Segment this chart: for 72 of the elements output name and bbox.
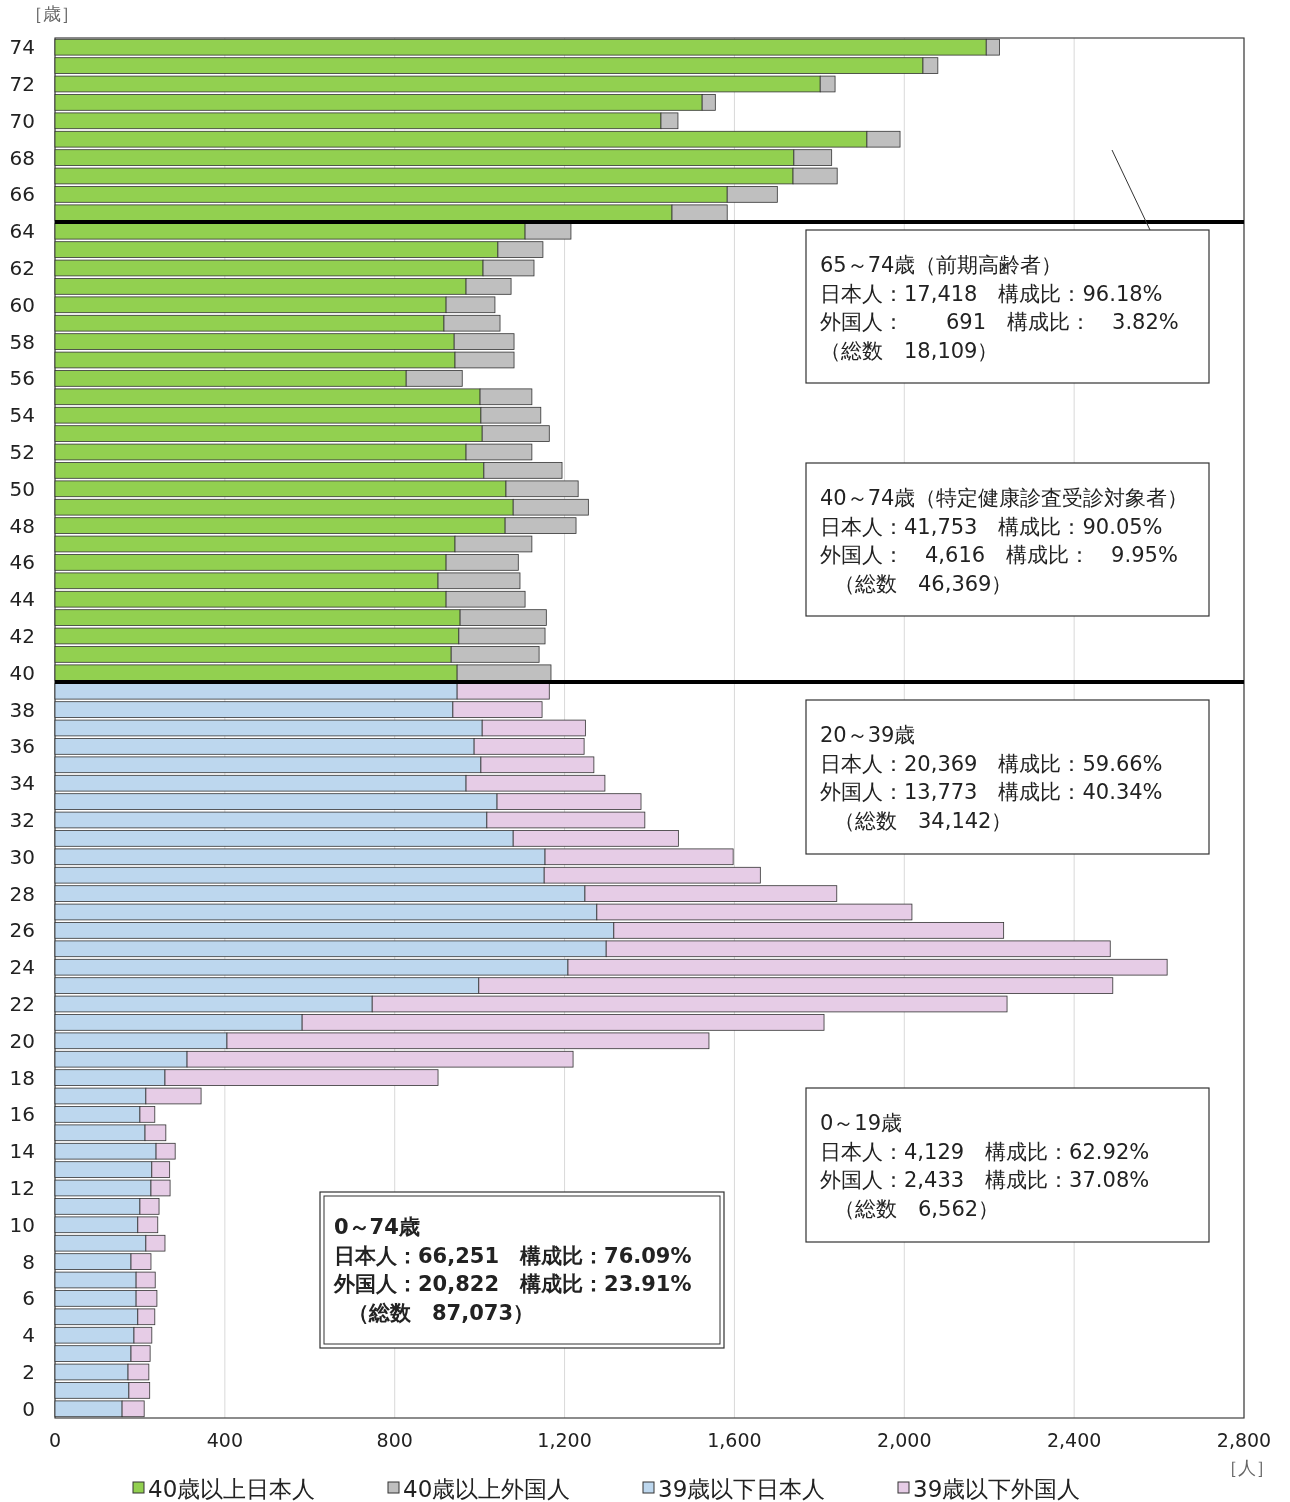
x-tick-label: 1,600	[707, 1429, 762, 1451]
annotation: 40～74歳（特定健康診査受診対象者）	[820, 486, 1189, 510]
y-tick-label: 28	[9, 881, 35, 906]
y-tick-label: 38	[9, 697, 35, 722]
annotation: 20～39歳	[820, 723, 916, 747]
x-tick-label: 800	[376, 1429, 413, 1451]
x-tick-label: 2,000	[877, 1429, 932, 1451]
x-tick-label: 2,400	[1046, 1429, 1102, 1451]
annotation: 0～19歳	[820, 1111, 903, 1135]
y-tick-label: 22	[9, 992, 35, 1016]
annotation: 日本人：41,753 構成比：90.05%	[820, 514, 1163, 539]
y-tick-label: 46	[9, 550, 35, 575]
y-tick-label: 70	[9, 108, 35, 133]
y-tick-label: 54	[9, 403, 35, 428]
y-tick-label: 20	[9, 1028, 35, 1053]
annotation: 日本人：66,251 構成比：76.09%	[334, 1243, 692, 1268]
y-tick-label: 74	[9, 35, 35, 60]
y-tick-label: 16	[9, 1102, 35, 1127]
legend-label: 39歳以下外国人	[913, 1476, 1081, 1502]
annotation: 外国人：2,433 構成比：37.08%	[820, 1168, 1150, 1192]
annotation: 日本人：4,129 構成比：62.92%	[820, 1139, 1150, 1164]
annotation: 外国人：20,822 構成比：23.91%	[333, 1272, 692, 1296]
y-tick-label: 72	[9, 72, 35, 96]
y-tick-label: 60	[9, 292, 35, 317]
y-tick-label: 36	[9, 734, 35, 759]
y-tick-label: 12	[9, 1176, 35, 1200]
y-tick-label: 10	[9, 1212, 35, 1237]
y-tick-label: 64	[9, 219, 35, 244]
annotation: （総数 87,073）	[348, 1300, 535, 1325]
x-tick-label: 2,800	[1216, 1429, 1272, 1451]
y-tick-label: 40	[9, 660, 35, 685]
y-axis-title: ［歳］	[25, 3, 79, 24]
y-tick-label: 18	[9, 1065, 35, 1090]
y-tick-label: 6	[22, 1286, 35, 1311]
y-tick-label: 26	[9, 918, 35, 943]
y-tick-label: 68	[9, 145, 35, 170]
annotation: （総数 18,109）	[820, 338, 999, 363]
annotation: 外国人： 691 構成比： 3.82%	[820, 310, 1179, 334]
y-tick-label: 48	[9, 513, 35, 538]
y-tick-label: 8	[22, 1249, 35, 1274]
annotation: 外国人： 4,616 構成比： 9.95%	[820, 543, 1178, 567]
y-tick-label: 56	[9, 366, 35, 391]
x-axis-title: ［人］	[1220, 1457, 1274, 1478]
annotation: 65～74歳（前期高齢者）	[820, 253, 1063, 277]
y-tick-label: 14	[9, 1139, 35, 1164]
legend-label: 40歳以上外国人	[403, 1476, 571, 1502]
annotation: 外国人：13,773 構成比：40.34%	[820, 780, 1163, 804]
annotation: （総数 46,369）	[834, 571, 1013, 596]
legend-label: 40歳以上日本人	[148, 1476, 316, 1502]
y-tick-label: 66	[9, 182, 35, 207]
y-tick-label: 32	[9, 808, 35, 832]
x-tick-label: 400	[206, 1429, 243, 1451]
x-tick-label: 0	[48, 1429, 62, 1451]
y-tick-label: 44	[9, 587, 35, 612]
legend-label: 39歳以下日本人	[658, 1476, 826, 1502]
annotation: 日本人：20,369 構成比：59.66%	[820, 751, 1163, 776]
y-tick-label: 62	[9, 256, 35, 280]
y-tick-label: 50	[9, 476, 35, 501]
y-tick-label: 0	[22, 1396, 35, 1421]
y-tick-label: 4	[22, 1323, 35, 1348]
annotation: （総数 6,562）	[834, 1196, 1000, 1221]
y-tick-label: 2	[22, 1360, 35, 1384]
annotation: 日本人：17,418 構成比：96.18%	[820, 281, 1163, 306]
y-tick-label: 58	[9, 329, 35, 354]
y-tick-label: 24	[9, 955, 35, 980]
annotation: 0～74歳	[334, 1215, 420, 1239]
y-tick-label: 34	[9, 771, 35, 796]
x-tick-label: 1,200	[537, 1429, 592, 1451]
y-tick-label: 30	[9, 844, 35, 869]
annotation: （総数 34,142）	[834, 808, 1013, 833]
y-tick-label: 42	[9, 624, 35, 648]
y-tick-label: 52	[9, 440, 35, 464]
